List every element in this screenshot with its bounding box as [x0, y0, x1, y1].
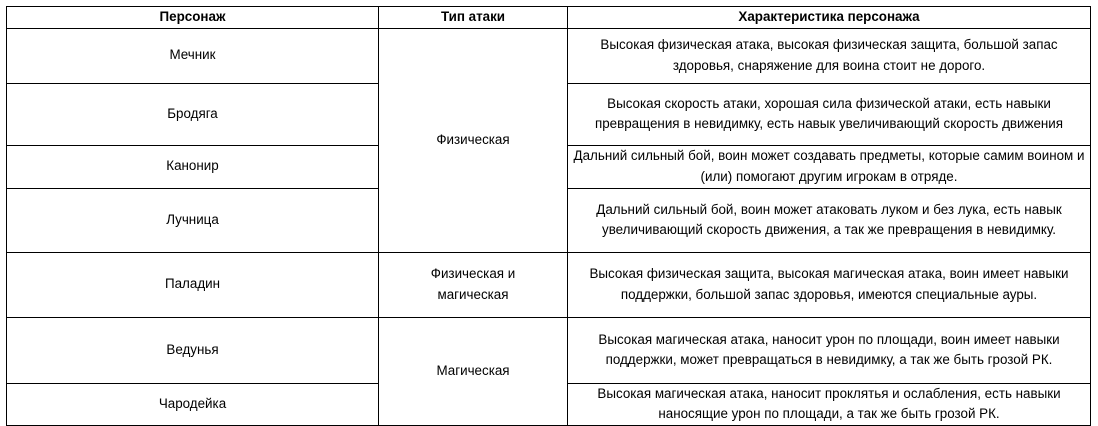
table-row: Ведунья Магическая Высокая магическая ат… — [6, 316, 1091, 426]
character-description: Высокая физическая защита, высокая магич… — [567, 251, 1091, 318]
character-description: Дальний сильный бой, воин может создават… — [567, 144, 1091, 189]
header-description: Характеристика персонажа — [567, 6, 1091, 29]
table-row: Бродяга Высокая скорость атаки, хорошая … — [6, 82, 1091, 146]
character-name: Чародейка — [6, 382, 379, 426]
character-name: Мечник — [6, 27, 379, 84]
character-name: Паладин — [6, 251, 379, 318]
character-description: Дальний сильный бой, воин может атаковат… — [567, 187, 1091, 253]
character-name: Бродяга — [6, 82, 379, 146]
character-description: Высокая магическая атака, наносит прокля… — [567, 382, 1091, 426]
header-character: Персонаж — [6, 6, 379, 29]
table-row: Паладин Физическая и магическая Высокая … — [6, 251, 1091, 318]
header-row: Персонаж Тип атаки Характеристика персон… — [6, 6, 1091, 29]
attack-type: Физическая — [378, 27, 568, 253]
character-name: Лучница — [6, 187, 379, 253]
character-description: Высокая физическая атака, высокая физиче… — [567, 27, 1091, 84]
table-row: Канонир Дальний сильный бой, воин может … — [6, 144, 1091, 189]
character-description: Высокая магическая атака, наносит урон п… — [567, 316, 1091, 384]
table-row: Лучница Дальний сильный бой, воин может … — [6, 187, 1091, 253]
attack-type: Магическая — [378, 316, 568, 426]
table-row: Чародейка Высокая магическая атака, нано… — [6, 382, 1091, 426]
header-attack-type: Тип атаки — [378, 6, 568, 29]
table-row: Мечник Физическая Высокая физическая ата… — [6, 27, 1091, 253]
character-description: Высокая скорость атаки, хорошая сила физ… — [567, 82, 1091, 146]
characters-table: Персонаж Тип атаки Характеристика персон… — [6, 6, 1091, 426]
attack-type: Физическая и магическая — [378, 251, 568, 318]
character-name: Ведунья — [6, 316, 379, 384]
character-name: Канонир — [6, 144, 379, 189]
